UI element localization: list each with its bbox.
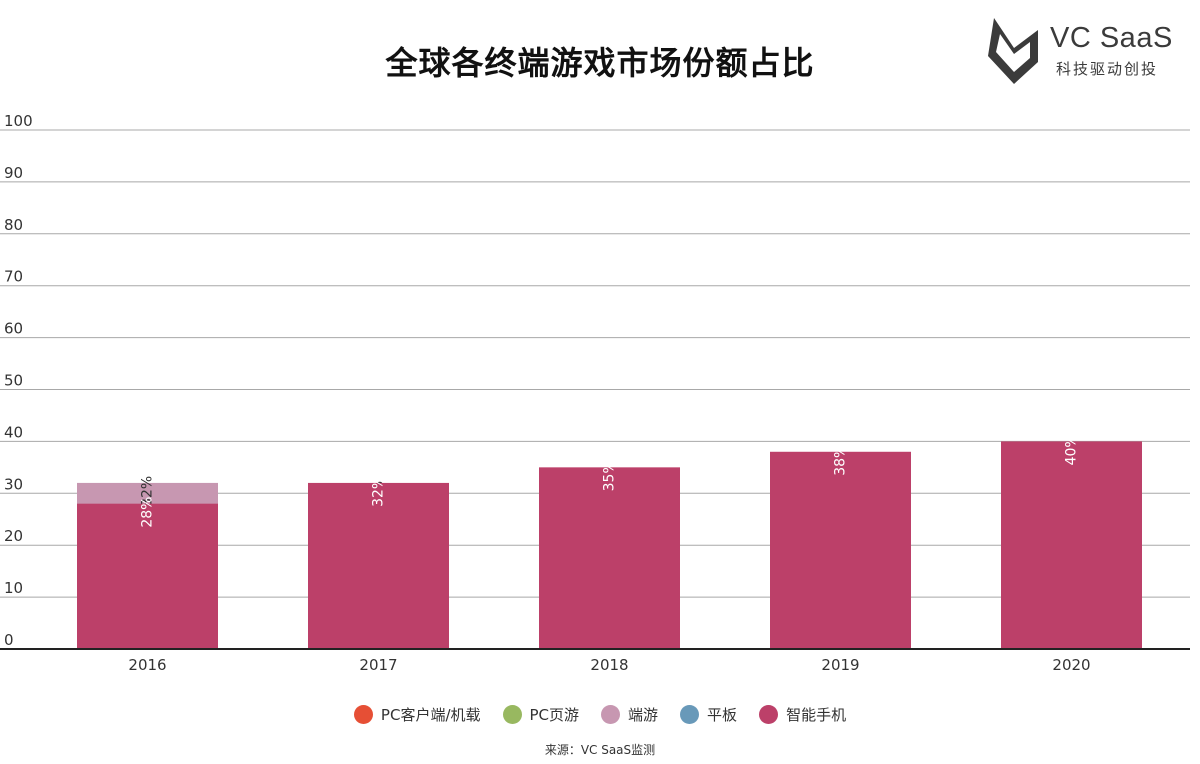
data-label: 35% [602, 460, 618, 491]
chart-title: 全球各终端游戏市场份额占比 [385, 44, 815, 82]
y-tick-label: 20 [4, 527, 23, 545]
bar-segment [77, 503, 218, 649]
y-tick-label: 30 [4, 475, 23, 493]
y-tick-label: 10 [4, 579, 23, 597]
chart-bars: 25%5%32%10%28%23%31%10%32%21%30%10%35%20… [77, 434, 1142, 649]
legend-swatch-icon [502, 705, 522, 724]
legend-label: 端游 [628, 706, 659, 724]
x-tick-label: 2017 [359, 656, 397, 674]
x-tick-label: 2018 [590, 656, 628, 674]
y-tick-label: 70 [4, 268, 23, 286]
bar-segment [1001, 441, 1142, 649]
legend-swatch-icon [759, 705, 779, 724]
y-tick-label: 60 [4, 320, 23, 338]
legend-item: 端游 [601, 704, 658, 725]
data-label: 28% [140, 497, 156, 528]
data-label: 38% [833, 445, 849, 476]
x-tick-label: 2016 [128, 656, 166, 674]
chart-axes: 0 10 20 30 40 50 60 70 80 90 100 2016 2017 2018 2019 20… [0, 112, 1190, 674]
legend-swatch-icon [601, 705, 621, 724]
bar-segment [539, 467, 680, 649]
brand-logo: VC SaaS 科技驱动创投 [984, 12, 1184, 92]
bar-segment [308, 482, 449, 649]
legend-item: PC客户端/机载 [353, 704, 481, 725]
y-tick-label: 0 [4, 631, 14, 649]
legend-item: PC页游 [502, 704, 580, 725]
y-tick-label: 50 [4, 372, 23, 390]
y-tick-label: 40 [4, 423, 23, 441]
legend-label: PC客户端/机载 [380, 706, 481, 724]
legend-swatch-icon [353, 705, 373, 724]
stacked-bar-chart: 25%5%32%10%28%23%31%10%32%21%30%10%35%20… [0, 112, 1190, 674]
y-tick-label: 80 [4, 216, 23, 234]
legend-item: 智能手机 [759, 704, 846, 725]
chart-legend: PC客户端/机载 PC页游 端游 平板 智能手机 [0, 704, 1200, 725]
source-note: 来源：VC SaaS监测 [544, 743, 656, 757]
data-label: 40% [1064, 434, 1080, 465]
brand-name: VC SaaS [1050, 22, 1173, 54]
data-label: 32% [140, 476, 156, 507]
legend-item: 平板 [680, 704, 737, 725]
x-tick-label: 2019 [821, 656, 859, 674]
legend-label: 智能手机 [786, 706, 847, 724]
y-tick-label: 100 [4, 112, 33, 130]
x-tick-label: 2020 [1052, 656, 1090, 674]
legend-label: PC页游 [529, 706, 580, 724]
legend-label: 平板 [707, 706, 738, 724]
y-tick-label: 90 [4, 164, 23, 182]
vc-saas-logo-icon [988, 18, 1038, 84]
bar-segment [770, 451, 911, 649]
data-label: 32% [371, 476, 387, 507]
brand-tagline: 科技驱动创投 [1056, 60, 1159, 78]
legend-swatch-icon [680, 705, 700, 724]
